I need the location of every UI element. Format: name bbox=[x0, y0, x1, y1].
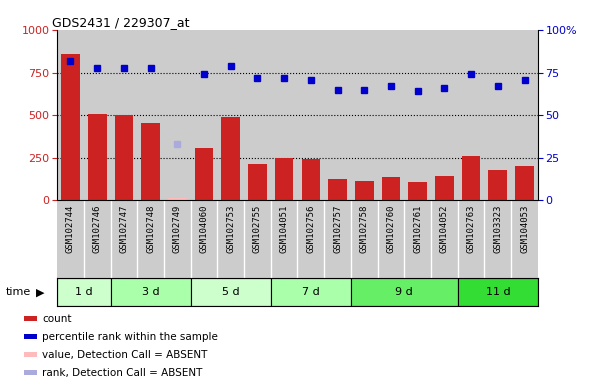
Bar bbox=[61, 54, 80, 200]
Bar bbox=[324, 30, 351, 200]
Bar bbox=[111, 30, 137, 200]
Bar bbox=[191, 200, 218, 278]
Bar bbox=[191, 30, 218, 200]
Bar bbox=[515, 166, 534, 200]
Text: time: time bbox=[6, 287, 31, 297]
Bar bbox=[458, 200, 484, 278]
Bar bbox=[351, 278, 458, 306]
Bar bbox=[275, 158, 293, 200]
Bar bbox=[164, 200, 191, 278]
Bar bbox=[431, 30, 458, 200]
Bar bbox=[408, 182, 427, 200]
Bar bbox=[57, 278, 111, 306]
Bar bbox=[24, 334, 37, 339]
Text: GSM103323: GSM103323 bbox=[493, 204, 502, 253]
Text: GDS2431 / 229307_at: GDS2431 / 229307_at bbox=[52, 16, 190, 29]
Text: 1 d: 1 d bbox=[75, 287, 93, 297]
Bar bbox=[351, 200, 377, 278]
Bar bbox=[297, 200, 324, 278]
Bar bbox=[244, 200, 271, 278]
Bar bbox=[24, 371, 37, 376]
Bar bbox=[115, 115, 133, 200]
Bar bbox=[111, 278, 191, 306]
Bar bbox=[355, 181, 374, 200]
Text: 7 d: 7 d bbox=[302, 287, 320, 297]
Bar bbox=[164, 30, 191, 200]
Text: 9 d: 9 d bbox=[395, 287, 413, 297]
Text: 11 d: 11 d bbox=[486, 287, 510, 297]
Text: GSM102761: GSM102761 bbox=[413, 204, 422, 253]
Bar bbox=[88, 114, 106, 200]
Bar bbox=[462, 156, 480, 200]
Bar bbox=[84, 30, 111, 200]
Bar bbox=[484, 200, 511, 278]
Bar bbox=[137, 30, 164, 200]
Bar bbox=[328, 179, 347, 200]
Text: count: count bbox=[42, 314, 72, 324]
Text: GSM102756: GSM102756 bbox=[307, 204, 316, 253]
Bar bbox=[324, 200, 351, 278]
Text: rank, Detection Call = ABSENT: rank, Detection Call = ABSENT bbox=[42, 368, 203, 378]
Text: GSM102744: GSM102744 bbox=[66, 204, 75, 253]
Bar bbox=[302, 159, 320, 200]
Text: GSM102748: GSM102748 bbox=[146, 204, 155, 253]
Bar bbox=[404, 30, 431, 200]
Text: value, Detection Call = ABSENT: value, Detection Call = ABSENT bbox=[42, 350, 207, 360]
Bar bbox=[57, 200, 84, 278]
Text: GSM102747: GSM102747 bbox=[120, 204, 129, 253]
Text: 3 d: 3 d bbox=[142, 287, 159, 297]
Bar bbox=[377, 200, 404, 278]
Bar bbox=[218, 30, 244, 200]
Bar bbox=[141, 123, 160, 200]
Bar bbox=[458, 278, 538, 306]
Bar bbox=[382, 177, 400, 200]
Bar bbox=[377, 30, 404, 200]
Text: GSM102757: GSM102757 bbox=[333, 204, 342, 253]
Bar bbox=[297, 30, 324, 200]
Bar bbox=[221, 117, 240, 200]
Bar bbox=[435, 176, 454, 200]
Bar bbox=[248, 164, 267, 200]
Bar bbox=[168, 198, 187, 200]
Text: 5 d: 5 d bbox=[222, 287, 240, 297]
Bar bbox=[24, 316, 37, 321]
Text: GSM102749: GSM102749 bbox=[173, 204, 182, 253]
Text: GSM102758: GSM102758 bbox=[360, 204, 369, 253]
Bar bbox=[191, 278, 271, 306]
Text: GSM102760: GSM102760 bbox=[386, 204, 395, 253]
Bar bbox=[351, 30, 377, 200]
Text: GSM102746: GSM102746 bbox=[93, 204, 102, 253]
Bar bbox=[57, 30, 84, 200]
Bar bbox=[271, 200, 297, 278]
Text: GSM104051: GSM104051 bbox=[279, 204, 288, 253]
Bar bbox=[484, 30, 511, 200]
Bar bbox=[271, 278, 351, 306]
Text: GSM102763: GSM102763 bbox=[466, 204, 475, 253]
Bar bbox=[489, 170, 507, 200]
Bar bbox=[111, 200, 137, 278]
Bar bbox=[458, 30, 484, 200]
Bar bbox=[404, 200, 431, 278]
Text: GSM104060: GSM104060 bbox=[200, 204, 209, 253]
Bar bbox=[511, 30, 538, 200]
Text: GSM104052: GSM104052 bbox=[440, 204, 449, 253]
Bar bbox=[431, 200, 458, 278]
Text: GSM102753: GSM102753 bbox=[226, 204, 235, 253]
Bar bbox=[511, 200, 538, 278]
Text: GSM104053: GSM104053 bbox=[520, 204, 529, 253]
Bar bbox=[24, 353, 37, 358]
Bar bbox=[218, 200, 244, 278]
Bar bbox=[271, 30, 297, 200]
Bar bbox=[244, 30, 271, 200]
Text: GSM102755: GSM102755 bbox=[253, 204, 262, 253]
Bar bbox=[137, 200, 164, 278]
Text: percentile rank within the sample: percentile rank within the sample bbox=[42, 332, 218, 342]
Bar bbox=[195, 148, 213, 200]
Text: ▶: ▶ bbox=[36, 287, 44, 297]
Bar bbox=[84, 200, 111, 278]
